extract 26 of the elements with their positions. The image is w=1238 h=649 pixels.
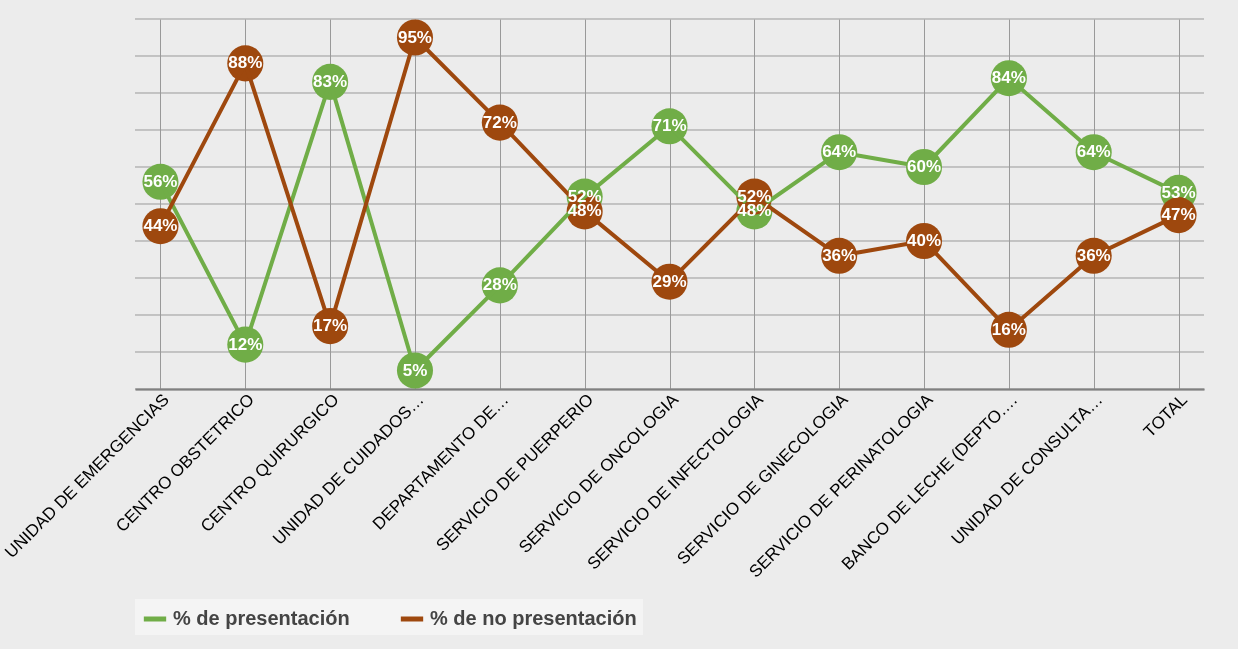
data-label: 44% [143,216,178,236]
data-label: 47% [1161,205,1196,225]
legend-label: % de no presentación [430,607,637,629]
data-label: 84% [991,68,1026,88]
data-label: 28% [482,275,517,295]
data-label: 56% [143,171,178,191]
data-label: 17% [313,316,348,336]
data-label: 5% [402,360,428,380]
data-label: 40% [907,231,942,250]
data-label: 83% [313,71,348,91]
legend-label: % de presentación [173,607,350,629]
data-label: 60% [907,157,942,176]
data-label: 12% [228,334,263,354]
data-label: 36% [822,245,857,265]
data-label: 48% [737,201,772,221]
data-label: 29% [652,271,687,291]
data-label: 72% [482,112,517,132]
data-label: 64% [822,142,857,162]
data-label: 48% [567,201,602,221]
data-label: 16% [991,319,1026,339]
data-label: 36% [1076,245,1111,265]
data-label: 64% [1076,142,1111,162]
data-label: 53% [1161,182,1196,202]
data-label: 88% [228,53,263,73]
data-label: 71% [652,116,687,136]
data-label: 95% [397,27,432,47]
